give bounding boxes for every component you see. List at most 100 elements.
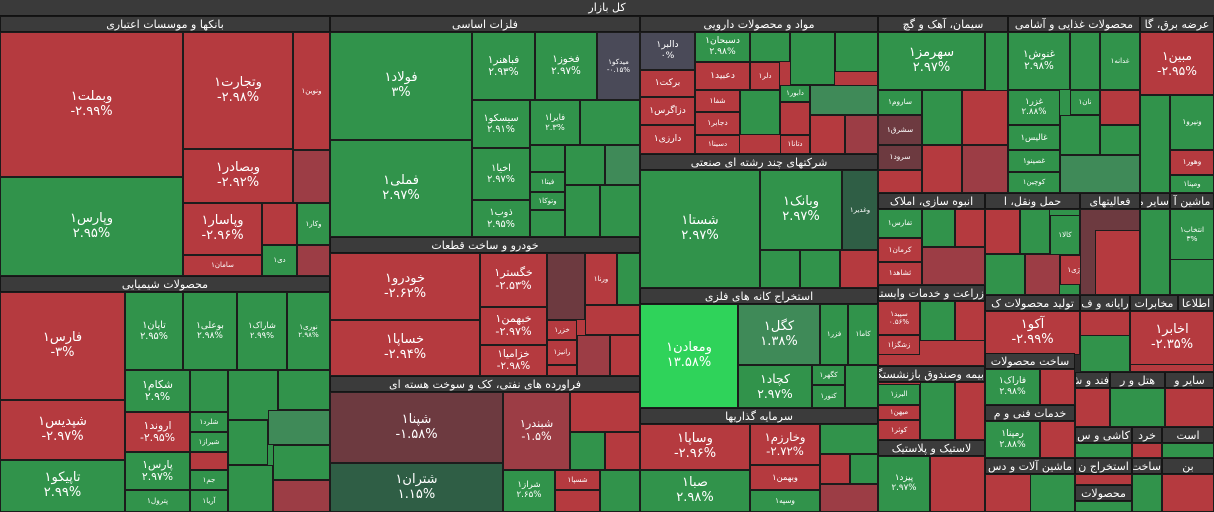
sector-title: فعالیتهای [1080,193,1140,209]
stock-tile: آکو۱ -۲.۹۹% [985,311,1080,355]
stock-name: کچاد۱ [760,372,790,387]
stock-tile: شکام۱ ۲.۹% [125,370,190,412]
stock-tile [835,32,878,72]
stock-tile: شتران۱ ۱.۱۵% [330,463,503,512]
stock-change: ۲.۹۱% [487,124,515,135]
stock-tile [840,250,878,288]
stock-tile: زشگزا۱ [878,335,920,355]
stock-tile: خزامیا۱ -۲.۹۸% [480,345,547,376]
stock-name: دسینا۱ [707,140,728,149]
stock-tile: فباهنر۱ ۲.۹۳% [472,32,535,100]
stock-tile: غدانه۱ [1100,32,1140,90]
stock-name: دزاگرس۱ [649,104,686,116]
stock-tile: وپارس۱ ۲.۹۵% [0,177,183,276]
stock-name: تاپیکو۱ [44,470,81,486]
stock-tile [790,32,835,85]
stock-name: رانیز۱ [553,348,571,357]
stock-tile [1060,115,1100,155]
stock-tile: دی۱ [262,245,297,276]
stock-tile: اروند۱ -۲.۹۵% [125,412,190,452]
stock-name: فارس۱ [42,330,83,346]
stock-tile [780,102,810,135]
stock-tile [297,245,330,276]
stock-change: -۲.۹۸% [496,359,531,372]
stock-tile [565,145,605,185]
stock-name: اخیا۱ [491,162,511,174]
sector-area [1132,474,1162,512]
stock-tile: ومعادن۱ ۱۳.۵۸% [640,304,738,408]
stock-tile: کچاد۱ ۲.۹۷% [738,365,812,408]
stock-change: -۲.۹۵% [1157,63,1197,78]
stock-tile [920,382,955,440]
stock-name: بوعلی۱ [196,320,224,331]
stock-change: ۲.۹۹% [43,485,82,500]
stock-change: -۲.۹۶% [673,446,717,461]
stock-name: شپنا۱ [401,411,432,427]
sector-area [1110,388,1165,427]
stock-name: وبهمن۱ [772,471,798,482]
stock-change: ۲.۹۸% [999,386,1026,397]
stock-tile [273,445,330,480]
stock-change: -۱.۵% [521,430,552,443]
stock-name: غنوش۱ [1022,48,1056,61]
stock-tile: ومپنا۱ [1170,175,1214,193]
stock-tile: دعبید۱ [695,62,750,90]
stock-change: ۱.۳۸% [760,333,798,349]
stock-tile: سپید۱ ۰.۵۶% [878,301,920,335]
stock-tile: غصینو۱ [1008,150,1060,172]
stock-name: خساپا۱ [385,332,425,348]
stock-tile [922,145,962,193]
stock-name: اخابر۱ [1155,322,1189,338]
sector-title: تولید محصولات ک [985,295,1080,311]
stock-change: ۲.۹۸% [1024,60,1054,72]
sector-title: فند و ش [1075,372,1110,388]
stock-tile: ذوب۱ ۲.۹۵% [472,200,530,237]
sector-title: محصولات شیمیایی [0,276,330,292]
stock-name: فزر۱ [826,330,842,339]
stock-tile [810,115,845,154]
stock-tile: وبصادر۱ -۲.۹۲% [183,149,293,203]
stock-tile: رمپنا۱ ۲.۸۸% [985,421,1040,458]
stock-tile: وپاسار۱ -۲.۹۶% [183,203,262,255]
stock-tile [820,424,878,454]
sector-title: عرضه برق، گا [1140,16,1214,32]
stock-change: ۲.۹۳% [488,66,519,78]
stock-name: وبانک۱ [782,194,820,210]
stock-change: ۲.۹۷% [891,483,917,493]
stock-tile: شراز۱ ۲.۶۵% [503,470,555,512]
stock-change: ۲.۹۷% [382,187,420,203]
sector-title: حمل ونقل، ا [985,193,1080,209]
stock-tile: مبین۱ -۲.۹۵% [1140,32,1214,95]
stock-tile: وهور۱ [1170,150,1214,175]
stock-name: نوری۱ [299,321,318,331]
stock-tile [268,410,330,445]
stock-tile [878,170,922,193]
stock-name: کرمان۱ [888,244,912,254]
sector-area [1075,474,1132,485]
stock-tile [760,250,800,288]
stock-name: غدانه۱ [1110,56,1130,65]
sector-title: محصولات [1075,485,1132,501]
stock-tile: دسبحان۱ ۲.۹۸% [695,32,750,62]
stock-tile: وبهمن۱ [750,465,820,490]
stock-change: -۲.۵۳% [495,279,532,292]
stock-tile: اخابر۱ -۲.۳۵% [1130,311,1214,365]
stock-change: ۲.۹۵% [140,331,168,342]
stock-tile: صبا۱ ۲.۹۸% [640,470,750,512]
stock-name: شفا۱ [709,95,726,105]
stock-change: ۲.۹۷% [912,60,951,75]
stock-tile [922,209,955,247]
stock-name: دجابر۱ [707,118,728,128]
stock-tile: فزر۱ [820,304,848,365]
stock-tile [293,150,330,203]
stock-tile [1080,335,1130,372]
stock-tile: شیراز۱ [190,432,228,452]
stock-tile [1060,155,1140,193]
sector-title: شرکتهای چند رشته ای صنعتی [640,154,878,170]
sector-area [1075,501,1132,512]
stock-name: فخوز۱ [552,53,580,66]
stock-tile: فخوز۱ ۲.۹۷% [535,32,597,100]
sector-area [1140,209,1170,295]
stock-tile [1140,95,1170,193]
stock-tile [820,454,850,484]
